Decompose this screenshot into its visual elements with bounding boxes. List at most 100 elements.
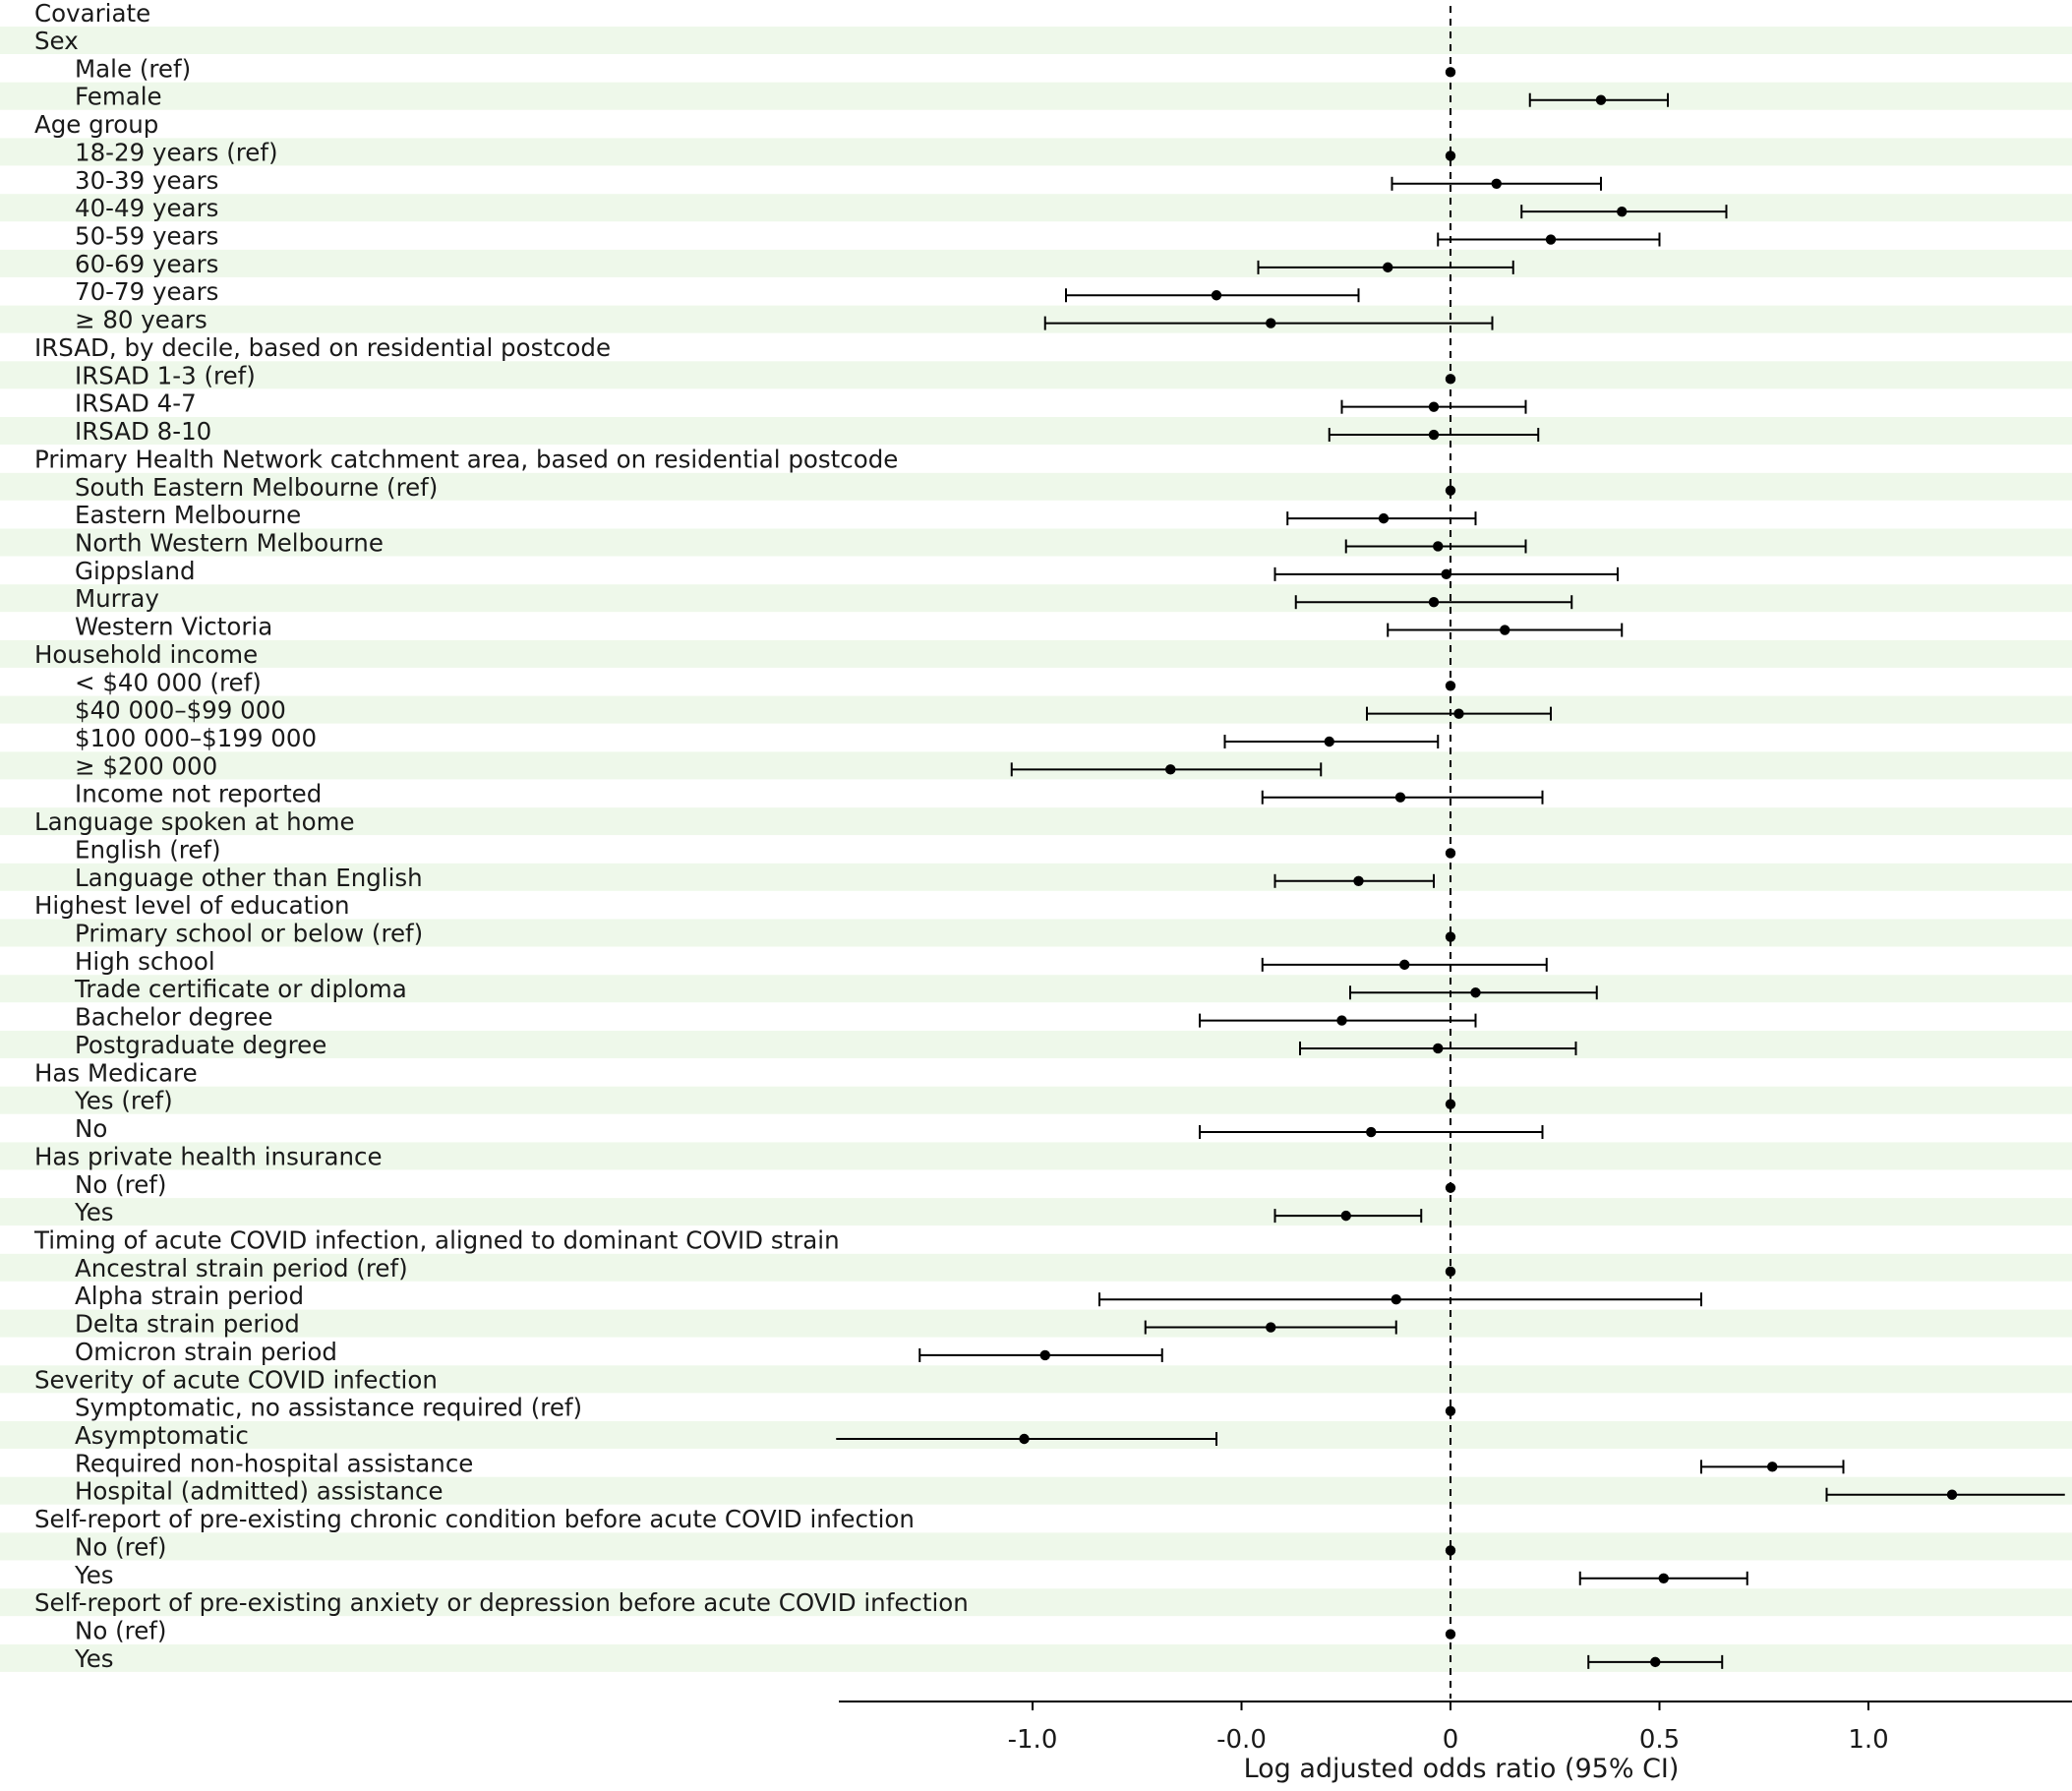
- point-estimate: [1445, 374, 1456, 385]
- covariate-label: Primary school or below (ref): [75, 920, 423, 948]
- row-stripe: [0, 472, 2072, 501]
- point-estimate: [1039, 1349, 1050, 1361]
- covariate-label: Yes: [74, 1561, 114, 1589]
- row-stripe: [0, 863, 2072, 891]
- covariate-label: Alpha strain period: [75, 1282, 304, 1310]
- covariate-label: Ancestral strain period (ref): [75, 1254, 408, 1283]
- covariate-label: IRSAD 1-3 (ref): [75, 361, 256, 389]
- row-stripe: [0, 975, 2072, 1003]
- row-stripe: [0, 1309, 2072, 1338]
- row-stripe: [0, 919, 2072, 947]
- point-estimate: [1353, 875, 1364, 886]
- row-stripe: [0, 1365, 2072, 1394]
- point-estimate: [1500, 625, 1510, 635]
- row-stripe: [0, 82, 2072, 110]
- group-label: Primary Health Network catchment area, b…: [34, 445, 898, 473]
- covariate-label: Required non-hospital assistance: [75, 1449, 473, 1477]
- point-estimate: [1266, 318, 1276, 328]
- point-estimate: [1428, 597, 1440, 608]
- group-label: Has Medicare: [34, 1058, 198, 1087]
- covariate-label: South Eastern Melbourne (ref): [75, 473, 438, 502]
- row-stripe: [0, 528, 2072, 557]
- covariate-label: $100 000–$199 000: [75, 724, 317, 752]
- covariate-label: Western Victoria: [75, 613, 272, 641]
- covariate-label: ≥ 80 years: [75, 306, 207, 334]
- covariate-label: Eastern Melbourne: [75, 501, 301, 529]
- covariate-label: Delta strain period: [75, 1310, 300, 1339]
- point-estimate: [1391, 1294, 1401, 1305]
- covariate-label: 18-29 years (ref): [75, 138, 278, 166]
- covariate-label: Gippsland: [75, 557, 196, 585]
- point-estimate: [1399, 959, 1410, 971]
- x-tick-label: -0.0: [1216, 1725, 1267, 1755]
- row-stripe: [0, 1031, 2072, 1058]
- covariate-label: 60-69 years: [75, 250, 218, 278]
- point-estimate: [1767, 1462, 1778, 1472]
- row-stripe: [0, 807, 2072, 836]
- point-estimate: [1445, 1266, 1456, 1278]
- x-tick-label: 0: [1443, 1725, 1459, 1755]
- point-estimate: [1433, 1043, 1444, 1054]
- point-estimate: [1445, 1405, 1456, 1416]
- covariate-label: No: [75, 1114, 107, 1143]
- x-axis-ticks: -1.0 -0.0 0 0.5 1.0: [1008, 1701, 1889, 1755]
- point-estimate: [1324, 736, 1334, 747]
- row-stripe: [0, 194, 2072, 222]
- point-estimate: [1428, 429, 1440, 441]
- row-stripe: [0, 695, 2072, 724]
- row-stripe: [0, 138, 2072, 166]
- point-estimate: [1445, 1629, 1456, 1640]
- group-label: Highest level of education: [34, 891, 350, 920]
- covariate-label: Omicron strain period: [75, 1338, 337, 1366]
- covariate-label: North Western Melbourne: [75, 529, 384, 558]
- group-label: Age group: [34, 110, 158, 139]
- covariate-label: High school: [75, 947, 215, 976]
- point-estimate: [1445, 1099, 1456, 1109]
- covariate-label: Postgraduate degree: [75, 1031, 326, 1059]
- group-label: Severity of acute COVID infection: [34, 1365, 438, 1394]
- point-estimate: [1445, 1545, 1456, 1556]
- row-stripe: [0, 1643, 2072, 1672]
- group-label: Has private health insurance: [34, 1142, 383, 1170]
- covariate-label: IRSAD 8-10: [75, 417, 211, 446]
- covariate-label: 50-59 years: [75, 222, 218, 251]
- row-stripe: [0, 305, 2072, 333]
- row-stripe: [0, 1588, 2072, 1617]
- point-estimate: [1491, 178, 1502, 189]
- point-estimate: [1617, 206, 1628, 217]
- group-label: Self-report of pre-existing chronic cond…: [34, 1505, 915, 1533]
- row-stripe: [0, 1142, 2072, 1170]
- row-stripe: [0, 1198, 2072, 1226]
- x-tick-label: 0.5: [1639, 1725, 1680, 1755]
- point-estimate: [1165, 764, 1176, 775]
- point-estimate: [1266, 1322, 1276, 1333]
- point-estimate: [1445, 485, 1456, 496]
- x-tick-label: -1.0: [1008, 1725, 1058, 1755]
- point-estimate: [1453, 708, 1464, 719]
- covariate-label: Male (ref): [75, 54, 191, 83]
- covariate-label: $40 000–$99 000: [75, 696, 286, 725]
- point-estimate: [1336, 1015, 1347, 1026]
- group-label: Timing of acute COVID infection, aligned…: [33, 1226, 840, 1255]
- point-estimate: [1428, 401, 1440, 412]
- point-estimate: [1595, 94, 1607, 105]
- x-axis: -1.0 -0.0 0 0.5 1.0 Log adjusted odds ratio …: [839, 1701, 2072, 1784]
- point-estimate: [1946, 1489, 1958, 1500]
- x-axis-title: Log adjusted odds ratio (95% CI): [1244, 1754, 1680, 1784]
- point-estimate: [1470, 987, 1481, 998]
- covariate-label: Yes: [74, 1644, 114, 1673]
- covariate-label: 70-79 years: [75, 277, 218, 306]
- row-stripe: [0, 27, 2072, 54]
- row-stripe: [0, 1421, 2072, 1449]
- estimates: [836, 67, 2065, 1669]
- point-estimate: [1445, 67, 1456, 78]
- row-stripes: [0, 27, 2072, 1672]
- group-label: Language spoken at home: [34, 807, 355, 836]
- row-stripe: [0, 1532, 2072, 1561]
- point-estimate: [1211, 290, 1222, 301]
- covariate-label: Income not reported: [75, 780, 322, 808]
- point-estimate: [1445, 1182, 1456, 1193]
- group-label: Household income: [34, 640, 258, 669]
